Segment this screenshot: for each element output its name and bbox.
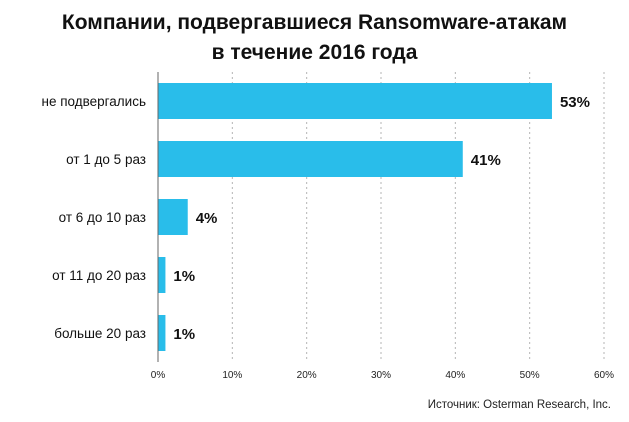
source-note: Источник: Osterman Research, Inc. — [427, 399, 611, 411]
category-label: от 11 до 20 раз — [52, 268, 146, 283]
x-tick-label: 0% — [151, 370, 166, 381]
x-tick-label: 40% — [445, 370, 465, 381]
x-tick-label: 50% — [520, 370, 540, 381]
data-label: 53% — [560, 94, 590, 111]
category-label: от 6 до 10 раз — [59, 210, 146, 225]
bar — [158, 83, 552, 119]
x-tick-label: 20% — [297, 370, 317, 381]
category-label: не подвергались — [42, 94, 147, 109]
data-label: 4% — [196, 210, 218, 227]
chart-title-line-1: Компании, подвергавшиеся Ransomware-атак… — [61, 11, 568, 34]
data-label: 1% — [173, 326, 195, 343]
chart-title: Компании, подвергавшиеся Ransomware-атак… — [0, 8, 629, 68]
data-label: 41% — [471, 152, 501, 169]
bar — [158, 141, 463, 177]
chart-title-line-2: в течение 2016 года — [211, 41, 418, 64]
bar — [158, 315, 166, 351]
x-tick-label: 60% — [594, 370, 614, 381]
data-label: 1% — [173, 268, 195, 285]
bar — [158, 257, 166, 293]
x-tick-label: 30% — [371, 370, 391, 381]
bar — [158, 199, 188, 235]
x-tick-label: 10% — [222, 370, 242, 381]
category-label: больше 20 раз — [54, 326, 146, 341]
category-label: от 1 до 5 раз — [66, 152, 146, 167]
